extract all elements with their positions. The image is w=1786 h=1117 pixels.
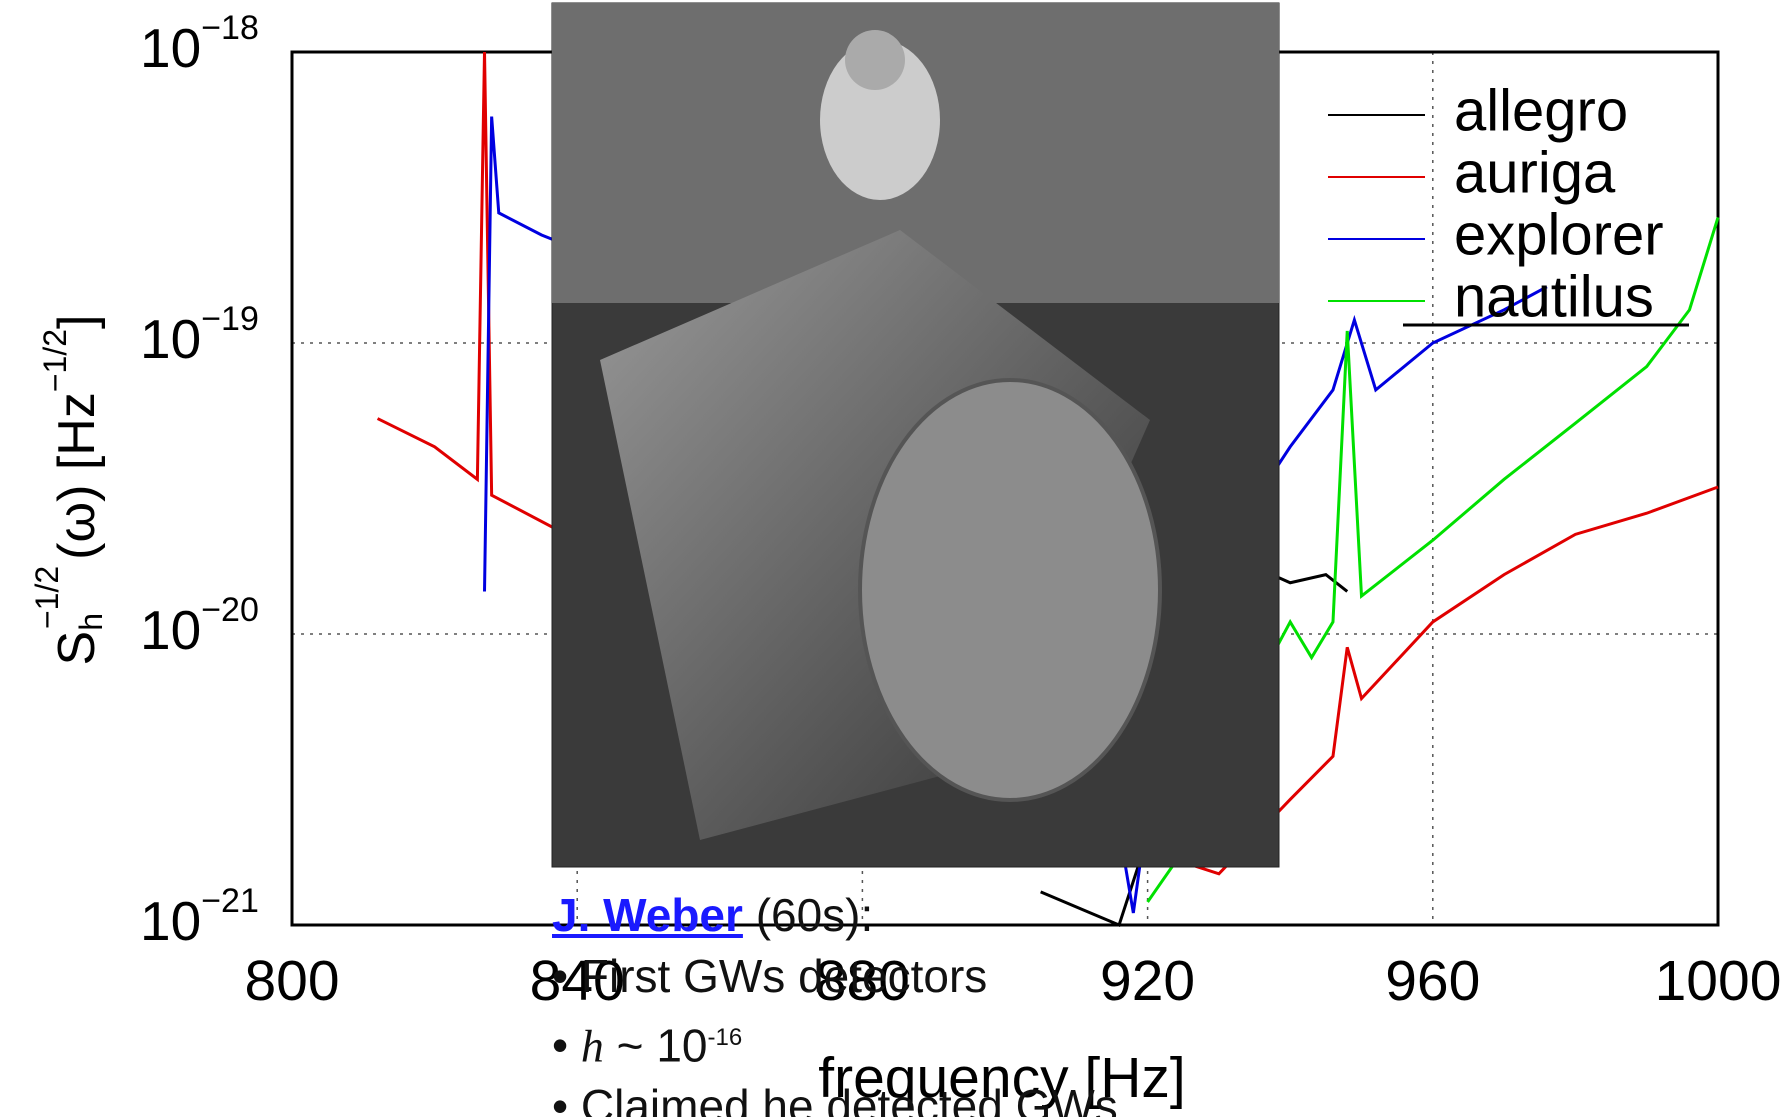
y-axis-label: Sh−1/2(ω) [Hz−1/2]	[29, 315, 109, 666]
bullet: Claimed he detected GWs	[552, 1076, 1118, 1117]
caption-head: J. Weber (60s):	[552, 885, 1118, 946]
y-tick-base: 10	[140, 599, 201, 661]
x-tick-label: 960	[1385, 949, 1480, 1013]
bullet: First GWs detectors	[552, 946, 1118, 1007]
legend-label: nautilus	[1454, 264, 1654, 329]
cylinder-end	[858, 378, 1162, 802]
bullet-text: ~ 10	[616, 1019, 708, 1072]
person-head	[845, 30, 905, 90]
y-tick-base: 10	[140, 308, 201, 370]
y-tick-label: 10−20	[140, 591, 259, 661]
caption-text: (60s):	[755, 889, 874, 941]
series-line	[376, 51, 1719, 876]
legend-label: explorer	[1454, 202, 1664, 267]
y-tick-exponent: −19	[201, 300, 259, 338]
y-tick-label: 10−21	[140, 882, 259, 952]
y-tick-label: 10−19	[140, 300, 259, 370]
variable: h	[580, 1020, 604, 1072]
link[interactable]: J. Weber	[552, 889, 743, 941]
bullet-list: First GWs detectors h ~ 10-16 Claimed he…	[552, 946, 1118, 1117]
person	[820, 40, 940, 200]
caption: J. Weber (60s): First GWs detectors h ~ …	[552, 885, 1118, 1117]
y-label-part: h	[73, 613, 109, 631]
y-label-part: (ω) [Hz	[48, 392, 106, 560]
y-tick-label: 10−18	[140, 9, 259, 79]
x-tick-label: 800	[244, 949, 339, 1013]
y-tick-exponent: −18	[201, 9, 259, 47]
superscript: -16	[707, 1024, 743, 1051]
y-label-part: S	[48, 631, 106, 666]
y-tick-exponent: −20	[201, 591, 259, 629]
bullet: h ~ 10-16	[552, 1007, 1118, 1076]
legend-label: allegro	[1454, 78, 1628, 143]
y-tick-base: 10	[140, 17, 201, 79]
y-tick-base: 10	[140, 890, 201, 952]
y-label-part: ]	[48, 315, 106, 329]
photo	[551, 2, 1280, 868]
y-label-part: −1/2	[29, 566, 65, 629]
y-label-part: −1/2	[37, 329, 73, 392]
y-tick-exponent: −21	[201, 882, 259, 920]
x-tick-label: 1000	[1655, 949, 1782, 1013]
legend-label: auriga	[1454, 140, 1616, 205]
